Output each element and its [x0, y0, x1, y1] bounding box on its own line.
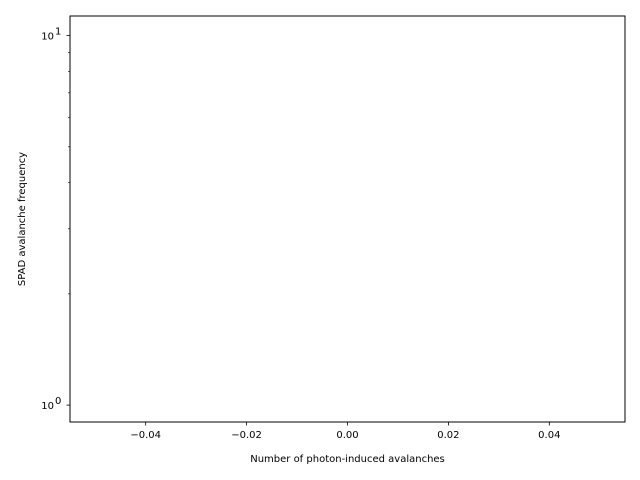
x-axis-ticks: −0.04 −0.02 0.00 0.02 0.04	[130, 422, 560, 441]
y-axis-label: SPAD avalanche frequency	[17, 152, 28, 286]
x-tick-label: −0.02	[231, 430, 262, 441]
axes-frame	[69, 15, 626, 423]
y-tick-label: 10	[41, 32, 54, 43]
x-tick-label: −0.04	[130, 430, 161, 441]
y-tick-label-exponent: 0	[55, 396, 61, 407]
x-tick-label: 0.04	[538, 430, 560, 441]
y-tick-label: 10	[41, 401, 54, 412]
x-tick-label: 0.02	[437, 430, 459, 441]
x-axis-label: Number of photon-induced avalanches	[250, 454, 445, 465]
plot-area	[69, 15, 626, 423]
y-tick-label-exponent: 1	[55, 27, 61, 38]
x-tick-label: 0.00	[336, 430, 358, 441]
